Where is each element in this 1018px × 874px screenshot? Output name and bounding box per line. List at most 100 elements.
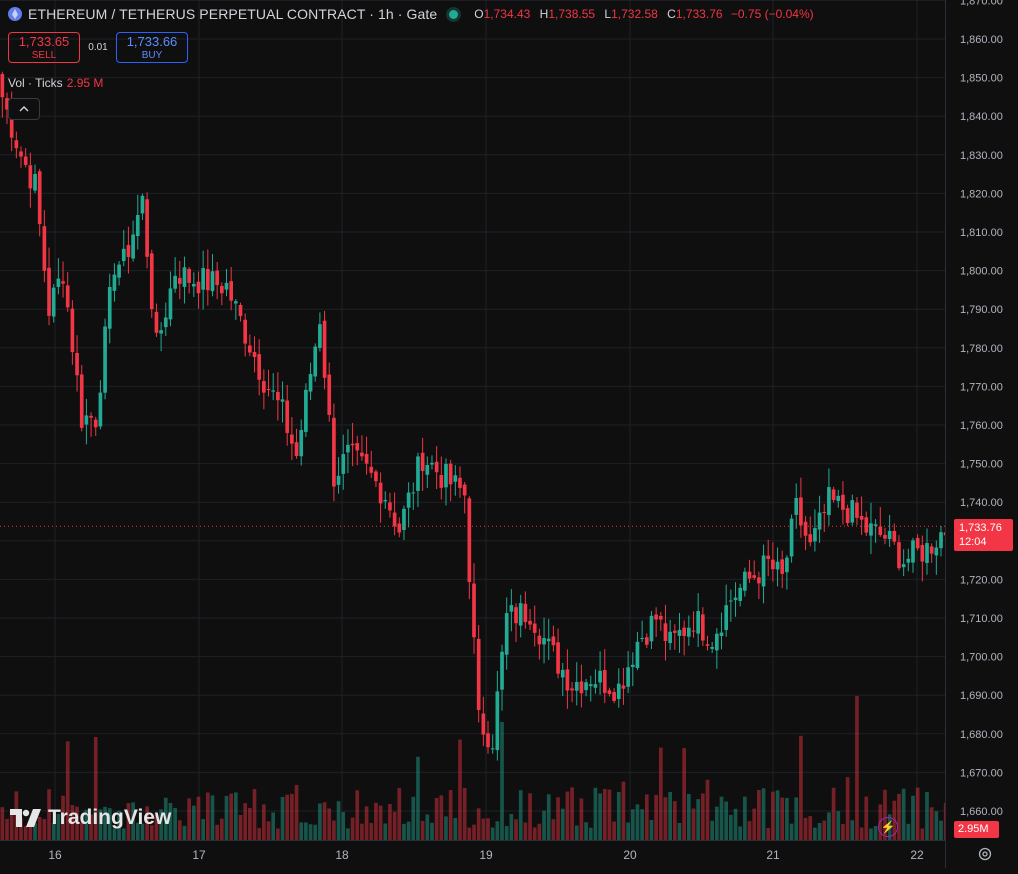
candle-body bbox=[523, 603, 528, 623]
candle-body bbox=[518, 603, 523, 626]
volume-bar bbox=[705, 779, 710, 840]
price-tick-label: 1,830.00 bbox=[960, 150, 1003, 162]
candle-body bbox=[159, 330, 163, 334]
tradingview-logo[interactable]: TradingView bbox=[10, 806, 171, 830]
candle-body bbox=[490, 748, 495, 750]
chart-area[interactable] bbox=[0, 0, 953, 840]
candle-body bbox=[733, 597, 738, 601]
volume-bar bbox=[332, 820, 336, 840]
volume-bar bbox=[934, 811, 939, 840]
volume-bar bbox=[565, 791, 570, 840]
volume-bar bbox=[925, 791, 929, 840]
ethereum-icon bbox=[8, 7, 22, 21]
volume-bar bbox=[906, 823, 911, 840]
candle-body bbox=[715, 633, 719, 651]
volume-bar bbox=[98, 809, 103, 840]
price-tick-label: 1,750.00 bbox=[960, 459, 1003, 471]
candle-body bbox=[51, 287, 56, 317]
candle-body bbox=[219, 285, 224, 294]
low-label: L bbox=[604, 7, 612, 21]
candle-body bbox=[397, 523, 402, 533]
candle-body bbox=[757, 577, 761, 584]
volume-bar bbox=[430, 822, 434, 840]
price-tick-label: 1,710.00 bbox=[960, 613, 1003, 625]
volume-bar bbox=[75, 806, 79, 840]
candle-body bbox=[626, 667, 630, 687]
volume-bar bbox=[635, 804, 640, 840]
volume-bar bbox=[873, 826, 878, 840]
volume-bar bbox=[682, 748, 686, 840]
price-axis[interactable]: 1,870.00 1,860.00 1,850.00 1,840.00 1,830.00… bbox=[945, 0, 1018, 868]
candle-body bbox=[640, 638, 644, 640]
volume-bar bbox=[476, 808, 481, 840]
volume-bar bbox=[360, 823, 364, 840]
volume-bar bbox=[729, 814, 733, 840]
candle-body bbox=[878, 526, 883, 535]
price-tick-label: 1,690.00 bbox=[960, 690, 1003, 702]
symbol-title[interactable]: ETHEREUM / TETHERUS PERPETUAL CONTRACT ·… bbox=[28, 6, 438, 22]
volume-bar bbox=[738, 826, 743, 840]
candle-body bbox=[248, 345, 252, 353]
volume-bar bbox=[481, 818, 486, 840]
volume-bar bbox=[238, 815, 243, 840]
collapse-legend-button[interactable] bbox=[8, 98, 40, 120]
candle-body bbox=[187, 268, 191, 283]
volume-bar bbox=[201, 819, 205, 840]
volume-bar bbox=[262, 804, 266, 840]
candle-body bbox=[705, 644, 710, 646]
volume-bar bbox=[140, 823, 145, 840]
candle-body bbox=[5, 98, 9, 110]
candle-body bbox=[229, 281, 233, 301]
volume-bar bbox=[234, 792, 238, 840]
volume-bar bbox=[406, 821, 411, 840]
volume-bar bbox=[252, 789, 257, 840]
candle-body bbox=[794, 498, 799, 515]
lightning-icon[interactable]: ⚡ bbox=[878, 817, 898, 837]
candle-body bbox=[9, 110, 14, 138]
candle-body bbox=[780, 559, 785, 574]
candle-body bbox=[135, 215, 140, 237]
time-axis[interactable]: 16 17 18 19 20 21 22 bbox=[0, 840, 945, 869]
tradingview-logo-icon bbox=[10, 809, 41, 827]
candle-body bbox=[313, 346, 318, 377]
volume-bar bbox=[504, 826, 509, 840]
candle-body bbox=[205, 268, 210, 291]
buy-button[interactable]: 1,733.66 BUY bbox=[116, 32, 188, 63]
candle-body bbox=[920, 544, 925, 562]
volume-bar bbox=[19, 818, 23, 840]
settings-gear-icon[interactable] bbox=[977, 846, 993, 862]
candle-body bbox=[294, 442, 299, 457]
candle-body bbox=[103, 326, 107, 393]
candle-body bbox=[238, 305, 243, 317]
candle-body bbox=[602, 670, 607, 693]
candle-body bbox=[598, 670, 602, 683]
candle-body bbox=[743, 571, 747, 591]
volume-bar bbox=[827, 812, 831, 840]
volume-bar bbox=[556, 797, 560, 840]
volume-legend[interactable]: Vol · Ticks 2.95 M bbox=[8, 76, 103, 90]
volume-bar bbox=[588, 827, 593, 840]
volume-bar bbox=[490, 827, 495, 840]
volume-bar bbox=[5, 818, 9, 840]
time-tick-label: 18 bbox=[335, 848, 349, 862]
candle-body bbox=[79, 374, 84, 428]
candle-body bbox=[290, 434, 294, 444]
open-label: O bbox=[474, 7, 484, 21]
volume-bar bbox=[210, 795, 215, 840]
sell-button[interactable]: 1,733.65 SELL bbox=[8, 32, 80, 63]
candle-body bbox=[84, 415, 89, 425]
candle-body bbox=[201, 268, 205, 290]
candle-body bbox=[364, 453, 369, 464]
candle-body bbox=[911, 540, 915, 563]
volume-bar bbox=[715, 806, 719, 840]
candlestick-chart[interactable] bbox=[0, 0, 953, 840]
volume-bar bbox=[771, 791, 775, 840]
volume-bar bbox=[817, 823, 822, 840]
candle-body bbox=[827, 487, 831, 516]
market-status-icon[interactable] bbox=[449, 9, 459, 19]
volume-bar bbox=[0, 807, 5, 840]
volume-bar bbox=[322, 802, 327, 840]
volume-bar bbox=[803, 817, 808, 840]
bar-countdown: 12:04 bbox=[959, 536, 987, 548]
candle-body bbox=[747, 571, 752, 579]
